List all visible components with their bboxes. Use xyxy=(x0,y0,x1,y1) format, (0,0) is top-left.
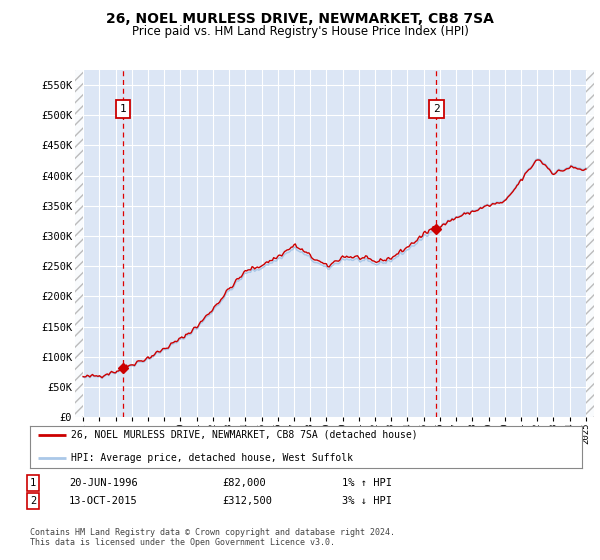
Text: 26, NOEL MURLESS DRIVE, NEWMARKET, CB8 7SA: 26, NOEL MURLESS DRIVE, NEWMARKET, CB8 7… xyxy=(106,12,494,26)
Text: £312,500: £312,500 xyxy=(222,496,272,506)
Text: 1: 1 xyxy=(120,104,127,114)
Text: 1: 1 xyxy=(30,478,36,488)
Text: HPI: Average price, detached house, West Suffolk: HPI: Average price, detached house, West… xyxy=(71,454,353,463)
Text: £82,000: £82,000 xyxy=(222,478,266,488)
Text: 3% ↓ HPI: 3% ↓ HPI xyxy=(342,496,392,506)
Text: 13-OCT-2015: 13-OCT-2015 xyxy=(69,496,138,506)
Text: 26, NOEL MURLESS DRIVE, NEWMARKET, CB8 7SA (detached house): 26, NOEL MURLESS DRIVE, NEWMARKET, CB8 7… xyxy=(71,430,418,440)
Text: 2: 2 xyxy=(30,496,36,506)
Text: 2: 2 xyxy=(433,104,440,114)
Bar xyxy=(75,70,83,417)
Text: Price paid vs. HM Land Registry's House Price Index (HPI): Price paid vs. HM Land Registry's House … xyxy=(131,25,469,38)
Text: 20-JUN-1996: 20-JUN-1996 xyxy=(69,478,138,488)
Text: Contains HM Land Registry data © Crown copyright and database right 2024.
This d: Contains HM Land Registry data © Crown c… xyxy=(30,528,395,547)
Text: 1% ↑ HPI: 1% ↑ HPI xyxy=(342,478,392,488)
Bar xyxy=(586,70,594,417)
